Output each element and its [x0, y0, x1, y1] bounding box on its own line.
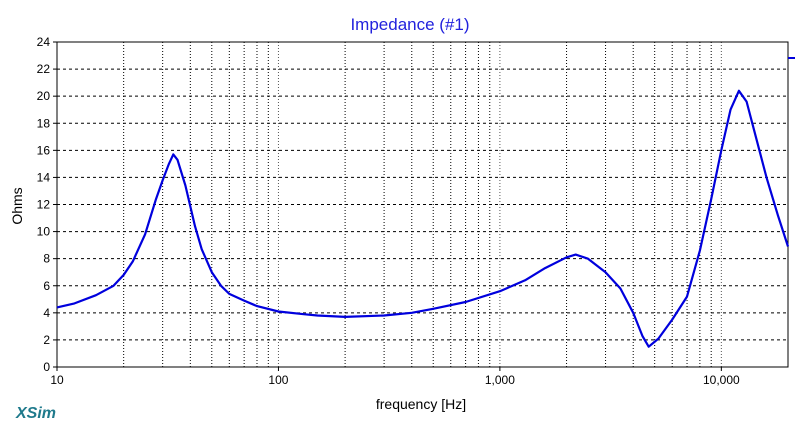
x-tick-label: 10,000 [703, 373, 740, 387]
x-axis-ticks: 10 100 1,000 10,000 [50, 367, 740, 387]
y-tick-label: 22 [37, 62, 51, 76]
y-tick-label: 24 [37, 35, 51, 49]
x-tick-label: 10 [50, 373, 64, 387]
y-tick-label: 20 [37, 89, 51, 103]
y-tick-label: 18 [37, 116, 51, 130]
y-tick-label: 10 [37, 225, 51, 239]
grid-lines [57, 42, 788, 367]
y-axis-label: Ohms [9, 187, 25, 224]
x-tick-label: 100 [268, 373, 288, 387]
chart-title: Impedance (#1) [350, 15, 469, 34]
y-tick-label: 2 [43, 333, 50, 347]
xsim-brand-logo: XSim [15, 405, 56, 422]
y-tick-label: 12 [37, 198, 51, 212]
y-tick-label: 6 [43, 279, 50, 293]
y-tick-label: 16 [37, 143, 51, 157]
x-tick-label: 1,000 [485, 373, 515, 387]
x-axis-label: frequency [Hz] [376, 396, 466, 412]
y-tick-label: 0 [43, 360, 50, 374]
y-tick-label: 4 [43, 306, 50, 320]
y-tick-label: 8 [43, 252, 50, 266]
y-tick-label: 14 [37, 170, 51, 184]
impedance-series-line [56, 89, 790, 348]
